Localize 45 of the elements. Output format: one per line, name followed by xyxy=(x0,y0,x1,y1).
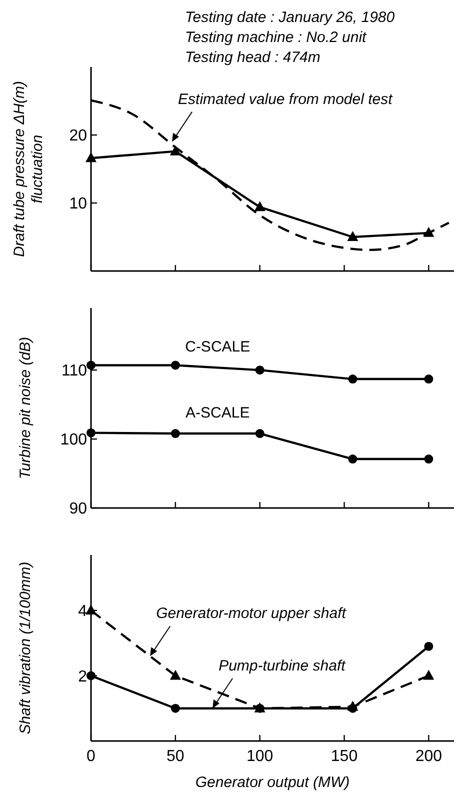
point xyxy=(255,429,264,438)
text: Testing head : 474m xyxy=(185,49,320,66)
point xyxy=(348,454,358,464)
y-tick-label: 20 xyxy=(69,128,88,145)
x-tick-label: 150 xyxy=(330,748,358,765)
point xyxy=(86,604,96,614)
x-axis-title: Generator output (MW) xyxy=(195,774,350,791)
x-tick-label: 50 xyxy=(166,748,184,765)
x-tick-label: 100 xyxy=(246,748,274,765)
text: Testing machine : No.2 unit xyxy=(185,29,368,46)
y-tick-label: 110 xyxy=(61,362,88,380)
point xyxy=(86,152,96,162)
x-tick-label: 0 xyxy=(86,748,96,765)
point xyxy=(170,670,181,680)
y-tick-label: 4 xyxy=(78,603,88,620)
annotation: Estimated value from model test xyxy=(178,90,394,108)
y-tick-label: 10 xyxy=(69,196,88,213)
point xyxy=(170,704,180,713)
point xyxy=(347,231,358,241)
point xyxy=(348,704,358,713)
series-label: C-SCALE xyxy=(185,338,250,356)
y-tick-label: 2 xyxy=(78,668,88,686)
y-axis-title: Draft tube pressure ΔH(m) fluctuation xyxy=(11,81,46,257)
annotation: Generator-motor upper shaft xyxy=(156,605,347,622)
point xyxy=(170,429,180,438)
point xyxy=(424,374,434,384)
point xyxy=(255,366,264,375)
y-tick-label: 90 xyxy=(69,500,88,518)
point xyxy=(424,454,434,464)
point xyxy=(424,642,434,651)
point xyxy=(348,374,358,384)
x-tick-label: 200 xyxy=(415,748,442,765)
annotation: Pump-turbine shaft xyxy=(218,657,346,674)
point xyxy=(170,145,181,156)
text: Testing date : January 26, 1980 xyxy=(185,9,396,26)
y-tick-label: 100 xyxy=(60,432,88,449)
series-label: A-SCALE xyxy=(186,404,250,422)
y-axis-title: Shaft vibration (1/100mm) xyxy=(17,562,34,734)
point xyxy=(170,360,180,370)
point xyxy=(86,360,96,370)
point xyxy=(86,428,96,438)
point xyxy=(86,671,96,680)
y-axis-title: Turbine pit noise (dB) xyxy=(17,336,34,480)
point xyxy=(254,201,266,212)
point xyxy=(423,670,434,680)
